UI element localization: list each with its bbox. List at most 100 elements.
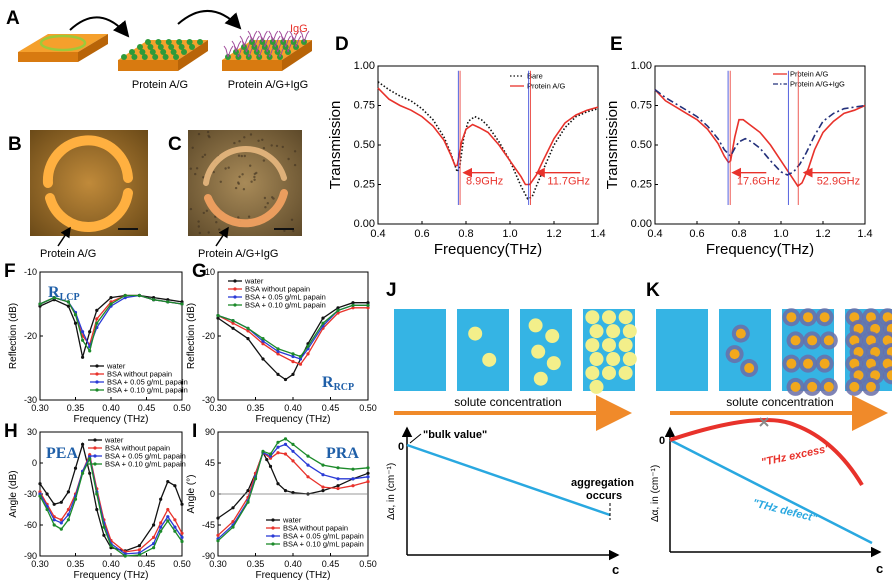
solute-particle xyxy=(886,370,892,381)
x-axis-label-c: c xyxy=(612,562,619,577)
x-tick-label: 0.6 xyxy=(689,228,704,240)
series-line-1 xyxy=(654,89,866,176)
y-tick-label: 0.00 xyxy=(631,218,652,230)
solute-concentration-label: solute concentration xyxy=(454,395,561,409)
y-axis-label: Transmission xyxy=(327,101,344,190)
data-point xyxy=(366,303,370,307)
solute-particle xyxy=(866,312,876,323)
data-point xyxy=(306,454,310,458)
data-point xyxy=(216,316,220,320)
data-point xyxy=(366,466,370,470)
aggregation-label-2: occurs xyxy=(586,490,622,502)
solute-particle xyxy=(819,312,830,323)
x-tick-label: 0.45 xyxy=(322,403,340,413)
legend-entry: water xyxy=(106,362,126,371)
y-tick-label: -20 xyxy=(24,331,37,341)
chart-d: 0.4 0.6 0.8 1.0 1.2 1.4 0.00 0.25 0.50 0.75 1.00 Fr… xyxy=(327,60,606,258)
series-line-0 xyxy=(377,81,599,200)
data-point xyxy=(366,301,370,305)
legend-marker xyxy=(233,279,237,283)
data-point xyxy=(231,525,235,529)
solute-particle xyxy=(849,312,860,323)
legend-marker xyxy=(95,388,99,392)
solute-particle xyxy=(849,335,860,346)
solute-particle xyxy=(606,324,621,339)
data-point xyxy=(59,500,63,504)
panel-label-h: H xyxy=(4,421,18,442)
data-point xyxy=(52,518,56,522)
data-point xyxy=(109,296,113,300)
y-tick-label: -20 xyxy=(202,331,215,341)
solute-particle xyxy=(585,365,600,380)
series-line-3 xyxy=(217,438,369,542)
data-point xyxy=(246,326,250,330)
origin-label: 0 xyxy=(398,441,404,453)
series-line-1 xyxy=(377,87,599,186)
data-point xyxy=(66,507,70,512)
solute-particle xyxy=(819,358,830,369)
solute-particle xyxy=(589,379,604,394)
data-point xyxy=(73,497,78,501)
y-tick-label: 0.25 xyxy=(354,179,375,191)
data-point xyxy=(231,520,235,524)
chart-h: 0.30 0.35 0.40 0.45 0.50 -90 -60 -30 0 30 Frequenc… xyxy=(8,427,191,580)
data-point xyxy=(38,494,42,498)
data-point xyxy=(283,437,288,441)
data-point xyxy=(283,442,288,446)
legend-marker xyxy=(271,526,275,530)
caption-protein-ag: Protein A/G xyxy=(132,79,188,91)
solute-particle xyxy=(866,335,876,346)
origin-label: 0 xyxy=(659,435,665,447)
solute-particle xyxy=(618,310,633,325)
data-point xyxy=(173,529,177,533)
y-tick-label: -45 xyxy=(202,520,215,530)
data-point xyxy=(173,518,177,522)
solute-particle xyxy=(853,347,864,358)
data-point xyxy=(95,492,99,496)
solute-particle xyxy=(528,318,543,333)
data-point xyxy=(137,548,141,552)
thz-defect-line xyxy=(669,438,873,545)
panel-j-schematic: solute concentration 0 "bulk value" aggr… xyxy=(386,309,637,577)
x-tick-label: 0.50 xyxy=(173,559,191,569)
data-point xyxy=(268,452,273,456)
legend-entry: BSA + 0.05 g/mL papain xyxy=(105,452,186,461)
data-point xyxy=(306,352,310,356)
y-tick-label: -60 xyxy=(24,520,37,530)
y-tick-label: 30 xyxy=(27,427,37,437)
panel-label-i: I xyxy=(192,421,197,442)
data-point xyxy=(261,357,265,361)
solute-particle xyxy=(870,323,881,334)
x-tick-label: 0.45 xyxy=(138,559,156,569)
data-point xyxy=(152,546,156,550)
solute-particle xyxy=(585,310,600,325)
panel-label-b: B xyxy=(8,134,22,155)
bulk-value-label: "bulk value" xyxy=(423,429,487,441)
data-point xyxy=(123,554,127,558)
data-point xyxy=(88,471,92,475)
data-point xyxy=(291,352,295,356)
solute-particle xyxy=(589,352,604,367)
solute-particle xyxy=(744,363,755,374)
data-point xyxy=(298,362,303,366)
y-axis-label: Reflection (dB) xyxy=(186,303,197,369)
x-tick-label: 0.50 xyxy=(173,403,191,413)
legend-marker xyxy=(95,372,99,376)
data-point xyxy=(291,372,295,376)
solute-particle xyxy=(823,335,834,346)
caption-b: Protein A/G xyxy=(40,248,96,260)
thz-excess-label: "THz excess" xyxy=(760,442,832,469)
legend-marker xyxy=(271,518,275,522)
series-line-0 xyxy=(654,89,866,188)
data-point xyxy=(336,306,340,310)
data-point xyxy=(173,484,177,488)
data-point xyxy=(366,306,370,310)
data-point xyxy=(321,321,325,325)
plot-frame xyxy=(654,65,866,225)
y-axis-label: Angle (°) xyxy=(186,474,197,513)
chart-e: 0.4 0.6 0.8 1.0 1.2 1.4 0.00 0.25 0.50 0.75 1.00 Fr… xyxy=(604,60,873,258)
legend-entry: BSA + 0.05 g/mL papain xyxy=(107,378,188,387)
data-point xyxy=(45,492,49,496)
panel-label-c: C xyxy=(168,134,182,155)
data-point xyxy=(261,337,265,341)
